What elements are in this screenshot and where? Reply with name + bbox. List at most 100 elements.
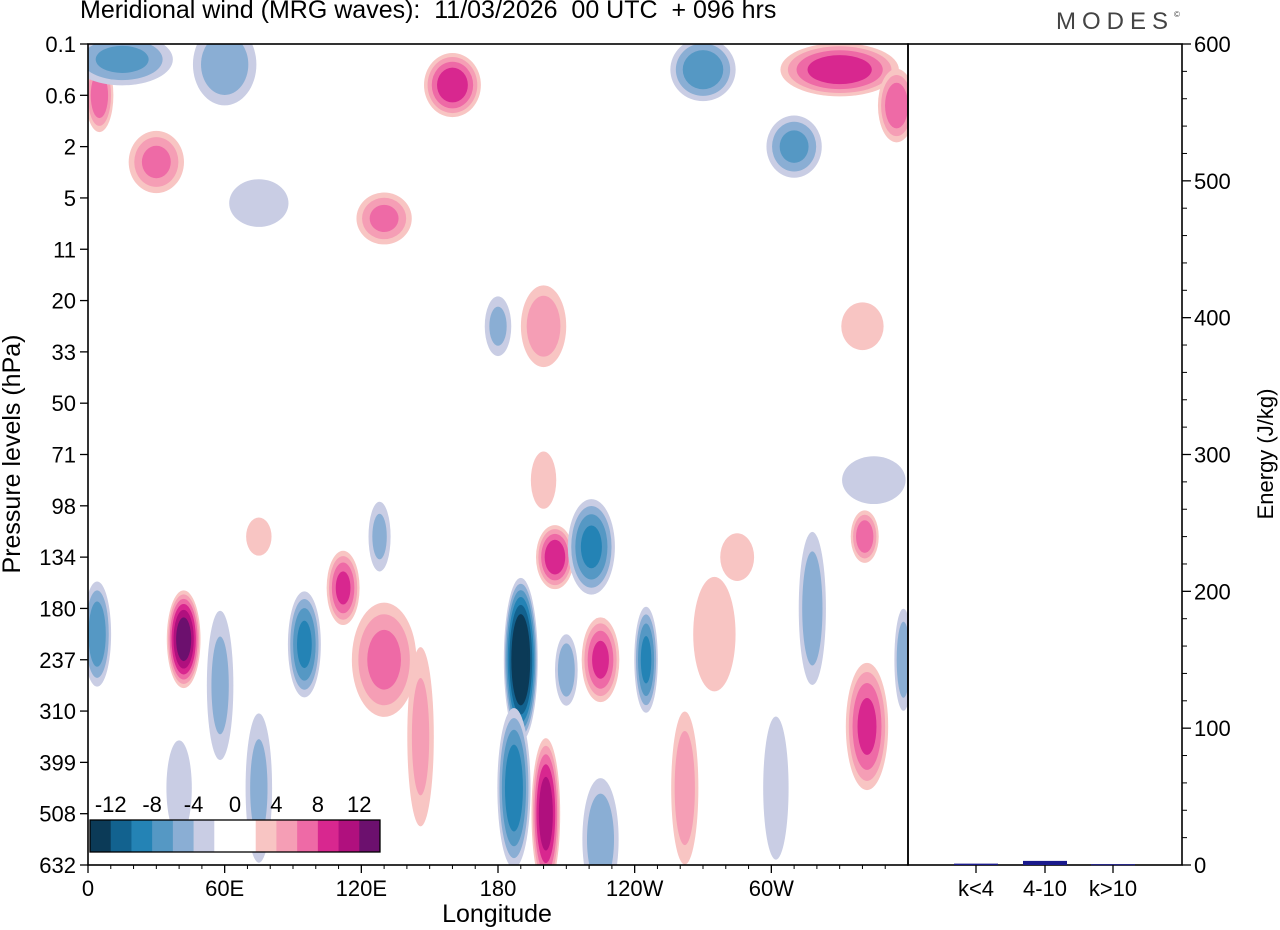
wind-anomaly [407, 647, 434, 827]
wind-anomaly [530, 451, 557, 509]
colorbar-swatch [276, 820, 298, 852]
contour-band [504, 744, 523, 832]
colorbar-swatch [214, 820, 236, 852]
colorbar-swatch [297, 820, 319, 852]
y-tick-label: 33 [52, 340, 76, 365]
wind-anomaly [555, 634, 578, 706]
category-label: 4-10 [1023, 876, 1067, 901]
wind-anomaly [841, 302, 884, 351]
contour-band [857, 698, 877, 755]
wind-anomaly [88, 44, 173, 86]
wind-anomaly [567, 499, 615, 595]
colorbar-swatch [152, 820, 174, 852]
x-tick-label: 180 [480, 876, 517, 901]
y-axis-label: Pressure levels (hPa) [0, 335, 26, 574]
wind-anomaly [693, 576, 736, 692]
y-tick-label: 134 [39, 545, 76, 570]
energy-bar [1091, 864, 1135, 866]
energy-tick-label: 100 [1194, 716, 1231, 741]
colorbar-swatch [235, 820, 257, 852]
wind-anomaly [484, 296, 512, 357]
wind-anomaly [368, 501, 391, 572]
y-tick-label: 0.6 [45, 83, 76, 108]
contour-band [682, 50, 724, 90]
wind-anomaly [845, 662, 889, 791]
contour-band [640, 636, 652, 684]
wind-anomaly [842, 456, 906, 505]
wind-anomaly [246, 517, 272, 556]
colorbar-frame [89, 819, 381, 853]
colorbar-label: 8 [312, 792, 324, 817]
modes-logo: MODES© [1056, 8, 1180, 36]
contour-band [674, 730, 695, 846]
wind-anomaly [424, 53, 481, 118]
colorbar-swatch [110, 820, 132, 852]
wind-anomaly [497, 707, 531, 865]
category-label: k>10 [1089, 876, 1137, 901]
y-tick-label: 5 [64, 186, 76, 211]
wind-anomaly [128, 130, 184, 194]
colorbar: -12 -8 -4 0 4 8 12 [89, 792, 381, 853]
chart-title: Meridional wind (MRG waves): 11/03/2026 … [80, 0, 777, 24]
contour-band [526, 295, 561, 357]
colorbar-swatch [338, 820, 360, 852]
contour-band [88, 601, 106, 667]
colorbar-swatch [131, 820, 153, 852]
y-tick-label: 310 [39, 699, 76, 724]
wind-anomaly [531, 738, 561, 865]
wind-anomaly [877, 68, 908, 143]
wind-anomaly [503, 577, 538, 742]
wind-anomaly [192, 44, 257, 106]
contour-band [411, 678, 430, 796]
x-tick-label: 0 [82, 876, 94, 901]
energy-bars [954, 860, 1135, 866]
contour-band [211, 636, 229, 735]
contour-band [229, 179, 289, 227]
contour-band [201, 44, 249, 95]
energy-tick-label: 600 [1194, 32, 1231, 57]
y-tick-label: 98 [52, 494, 76, 519]
energy-tick-label: 300 [1194, 443, 1231, 468]
contour-band [807, 55, 872, 85]
wind-anomaly [326, 550, 360, 626]
energy-bar [954, 863, 998, 865]
contour-band [246, 517, 272, 556]
contour-band [489, 306, 507, 346]
energy-tick-label: 500 [1194, 169, 1231, 194]
wind-anomaly [166, 740, 192, 836]
contour-band [779, 130, 809, 163]
energy-axis-label: Energy (J/kg) [1253, 389, 1278, 520]
x-tick-label: 60W [749, 876, 794, 901]
colorbar-label: 0 [229, 792, 241, 817]
contour-band [297, 620, 312, 669]
x-tick-label: 120E [336, 876, 387, 901]
y-tick-label: 2 [64, 135, 76, 160]
contour-band [592, 640, 609, 679]
x-tick-label: 60E [205, 876, 244, 901]
contour-band [250, 739, 268, 837]
wind-anomaly [351, 602, 417, 717]
wind-anomaly [780, 44, 899, 97]
contour-band [763, 716, 789, 860]
colorbar-label: -8 [142, 792, 162, 817]
wind-anomaly [535, 525, 574, 590]
y-tick-label: 0.1 [45, 32, 76, 57]
wind-anomaly [166, 590, 201, 689]
contour-band [372, 513, 387, 560]
contour-band [802, 551, 823, 666]
heatmap-field [88, 44, 908, 865]
colorbar-swatch [317, 820, 340, 852]
y-tick-label: 399 [39, 750, 76, 775]
wind-anomaly [229, 179, 289, 227]
wind-anomaly [894, 608, 908, 711]
category-label: k<4 [958, 876, 994, 901]
y-tick-label: 180 [39, 596, 76, 621]
energy-frame [907, 43, 1183, 866]
contour-band [841, 302, 884, 351]
y-tick-label: 508 [39, 802, 76, 827]
wind-anomaly [850, 510, 879, 563]
colorbar-label: -12 [95, 792, 127, 817]
copyright-mark: © [1174, 10, 1180, 19]
wind-anomaly [356, 192, 412, 245]
